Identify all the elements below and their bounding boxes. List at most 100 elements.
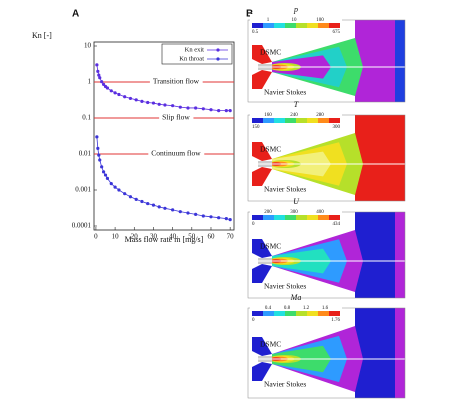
colorbar-tick: 0	[252, 318, 255, 323]
data-point	[224, 109, 228, 113]
data-point	[97, 73, 101, 77]
y-axis-label: Kn [-]	[32, 31, 52, 40]
x-tick-label: 60	[207, 233, 215, 241]
data-point	[228, 218, 232, 222]
data-point	[128, 195, 133, 199]
data-point	[157, 102, 161, 106]
colorbar-cell	[285, 215, 296, 220]
colorbar-cell	[285, 311, 296, 316]
data-point	[100, 165, 104, 169]
data-point	[140, 199, 144, 204]
data-point	[105, 176, 110, 181]
colorbar-tick: 200	[264, 210, 272, 215]
x-tick-label: 70	[227, 233, 235, 241]
series-line	[96, 64, 231, 112]
nozzle	[252, 337, 272, 356]
dsmc-label: DSMC	[260, 145, 281, 154]
colorbar-cell	[329, 215, 340, 220]
colorbar-cell	[263, 118, 274, 123]
colorbar-cell	[307, 23, 318, 28]
data-point	[146, 100, 150, 105]
colorbar-cell	[307, 215, 318, 220]
data-point	[117, 188, 121, 192]
data-point	[109, 89, 113, 93]
panel-label: A	[72, 9, 79, 20]
colorbar-title: U	[293, 197, 300, 206]
regime-label: Slip flow	[162, 113, 190, 122]
colorbar-cell	[318, 215, 329, 220]
nozzle	[252, 264, 272, 283]
data-point	[113, 185, 117, 189]
data-point	[140, 99, 144, 103]
data-point	[123, 95, 127, 99]
nozzle	[252, 70, 272, 89]
data-point	[209, 108, 213, 112]
data-point	[101, 82, 106, 86]
regime-label-bg	[148, 147, 205, 159]
y-tick-label: 0.1	[82, 114, 91, 122]
data-point	[194, 106, 198, 110]
colorbar-cell	[263, 23, 274, 28]
data-point	[217, 216, 221, 220]
regime-label-bg	[149, 75, 203, 87]
y-tick-label: 0.0001	[72, 222, 92, 230]
colorbar-cell	[274, 23, 285, 28]
regime-label-bg	[159, 111, 194, 123]
field-edge	[395, 212, 405, 298]
colorbar-tick: 300	[333, 125, 341, 130]
colorbar-cell	[274, 118, 285, 123]
colorbar-cell	[318, 118, 329, 123]
colorbar-cell	[274, 215, 285, 220]
x-tick-label: 20	[131, 233, 139, 241]
field-edge	[395, 20, 405, 102]
colorbar-tick: 1	[267, 18, 270, 23]
data-point	[217, 109, 221, 113]
colorbar-cell	[252, 311, 263, 316]
legend-label: Kn throat	[179, 55, 204, 62]
regime-label: Transition flow	[153, 77, 200, 86]
colorbar-tick: 400	[316, 210, 324, 215]
data-point	[98, 158, 102, 162]
data-point	[123, 192, 127, 196]
x-axis-label: Mass flow rate ṁ [mg/s]	[125, 235, 204, 244]
colorbar-cell	[329, 118, 340, 123]
colorbar-cell	[318, 23, 329, 28]
plot-frame	[93, 41, 235, 231]
data-point	[201, 214, 205, 218]
data-point	[186, 106, 190, 110]
colorbar-tick: 10	[292, 18, 298, 23]
data-point	[98, 76, 102, 80]
colorbar-cell	[252, 23, 263, 28]
data-point	[97, 153, 101, 157]
dsmc-label: DSMC	[260, 242, 281, 251]
data-point	[134, 197, 138, 201]
data-point	[163, 103, 167, 107]
colorbar-cell	[285, 23, 296, 28]
data-point	[95, 63, 99, 67]
colorbar-tick: 1.76	[331, 318, 340, 323]
colorbar-tick: 0	[252, 222, 255, 227]
colorbar-tick: 160	[264, 113, 272, 118]
y-tick-label: 10	[84, 42, 92, 50]
colorbar-cell	[329, 311, 340, 316]
colorbar-cell	[296, 215, 307, 220]
colorbar-tick: 0.5	[252, 30, 259, 35]
colorbar-cell	[296, 311, 307, 316]
y-tick-label: 0.01	[79, 150, 92, 158]
colorbar-cell	[329, 23, 340, 28]
data-point	[151, 101, 156, 105]
ns-label: Navier Stokes	[264, 282, 306, 291]
data-point	[224, 217, 228, 221]
colorbar-tick: 434	[333, 222, 341, 227]
regime-label: Continuum flow	[151, 149, 201, 158]
nozzle	[252, 45, 272, 64]
data-point	[96, 146, 100, 151]
colorbar-tick: 1.2	[303, 306, 310, 311]
data-point	[101, 170, 106, 174]
legend-label: Kn exit	[185, 46, 205, 53]
colorbar-cell	[252, 215, 263, 220]
colorbar-cell	[263, 215, 274, 220]
colorbar-tick: 150	[252, 125, 260, 130]
y-tick-label: 1	[88, 78, 92, 86]
